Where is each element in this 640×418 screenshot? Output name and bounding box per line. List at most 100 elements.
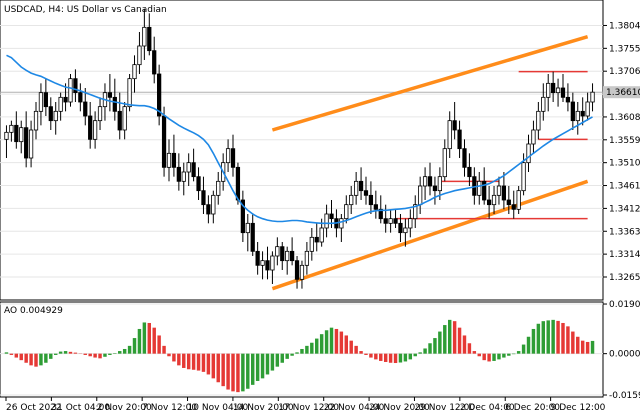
candle-body xyxy=(482,180,487,201)
candle xyxy=(166,139,172,182)
candle xyxy=(432,176,438,205)
candle xyxy=(186,153,191,186)
candle xyxy=(368,181,374,214)
candle xyxy=(280,242,285,270)
candle-body xyxy=(275,246,280,257)
ma-layer xyxy=(6,54,593,225)
candle xyxy=(408,209,413,238)
candle-body xyxy=(132,64,137,80)
candle xyxy=(294,256,300,289)
candle xyxy=(216,172,221,205)
ao-tick-label: 0.019090 xyxy=(609,300,640,310)
candle-body xyxy=(467,166,472,178)
candle-body xyxy=(250,222,255,252)
candle xyxy=(378,195,383,224)
candle xyxy=(457,120,462,158)
candle xyxy=(14,111,19,149)
candle xyxy=(191,148,196,182)
candle-body xyxy=(176,166,181,182)
candle xyxy=(275,237,280,266)
candle-body xyxy=(329,213,334,220)
candle xyxy=(152,36,157,84)
candle xyxy=(398,214,403,242)
candle xyxy=(83,88,88,126)
candle-body xyxy=(38,92,44,112)
candle xyxy=(427,162,433,196)
candle-body xyxy=(289,250,295,262)
chart-title: USDCAD, H4: US Dollar vs Canadian xyxy=(4,5,167,15)
price-tick-label: 1.38040 xyxy=(609,21,640,31)
moving-average-line xyxy=(6,54,593,225)
candle xyxy=(68,74,73,107)
candle-body xyxy=(349,194,354,206)
candle-body xyxy=(309,236,314,252)
candle xyxy=(206,195,211,224)
candle xyxy=(28,120,34,168)
price-tick-label: 1.35100 xyxy=(609,159,640,169)
channel-layer xyxy=(271,34,589,291)
time-tick-label: 2 Dec 04:00 xyxy=(460,403,515,413)
candle-body xyxy=(319,227,324,243)
candle-body xyxy=(211,194,216,215)
candle-body xyxy=(496,185,502,196)
candle xyxy=(462,139,467,177)
candle-body xyxy=(235,166,241,201)
ao-tick-label: 0.000000 xyxy=(609,350,640,360)
candle xyxy=(73,69,78,102)
candle-body xyxy=(324,213,329,229)
candle xyxy=(9,120,14,142)
candle-body xyxy=(408,218,413,229)
candle xyxy=(531,120,536,154)
candle xyxy=(181,162,186,196)
candle xyxy=(107,74,113,112)
candle xyxy=(324,204,329,238)
candle xyxy=(373,190,378,219)
candle-body xyxy=(447,120,452,150)
candle-body xyxy=(413,204,418,220)
candle-body xyxy=(137,45,142,66)
candle xyxy=(580,97,585,126)
candle xyxy=(590,83,595,112)
candle xyxy=(363,176,369,205)
candle-body xyxy=(585,101,590,117)
time-tick-label: 7 Nov 12:00 xyxy=(142,403,197,413)
candle xyxy=(585,92,590,121)
candle xyxy=(196,167,201,200)
ao-bars xyxy=(4,319,595,393)
candle-body xyxy=(265,260,270,271)
ao-tick-label: -0.015900 xyxy=(609,391,640,401)
candle-body xyxy=(97,106,103,122)
candle xyxy=(240,190,245,242)
candle xyxy=(452,102,457,140)
price-tick-label: 1.37550 xyxy=(609,44,640,54)
candle xyxy=(157,64,162,126)
time-tick-label: 10 Nov 04:00 xyxy=(188,403,249,413)
candle-body xyxy=(551,82,556,94)
candle xyxy=(349,186,354,214)
candle xyxy=(4,125,9,158)
time-tick-label: 6 Dec 20:00 xyxy=(505,403,560,413)
ao-title: AO 0.004929 xyxy=(4,306,63,316)
time-tick-label: 9 Dec 12:00 xyxy=(551,403,606,413)
candle-body xyxy=(457,129,462,150)
price-tick-label: 1.36080 xyxy=(609,113,640,123)
candle xyxy=(314,223,319,252)
candle xyxy=(112,78,117,121)
candle-body xyxy=(314,236,319,243)
candle-body xyxy=(201,190,206,206)
candle-body xyxy=(477,180,482,196)
candle xyxy=(388,209,393,233)
candle xyxy=(88,102,93,149)
candle xyxy=(486,186,492,219)
candle xyxy=(142,8,147,60)
candle-body xyxy=(531,129,536,145)
candle-body xyxy=(373,204,378,210)
candle xyxy=(147,13,152,56)
candle-body xyxy=(344,204,349,220)
candle xyxy=(555,78,561,107)
time-tick-label: 14 Nov 20:00 xyxy=(233,403,294,413)
candle-body xyxy=(127,78,132,108)
candle-body xyxy=(4,131,9,140)
